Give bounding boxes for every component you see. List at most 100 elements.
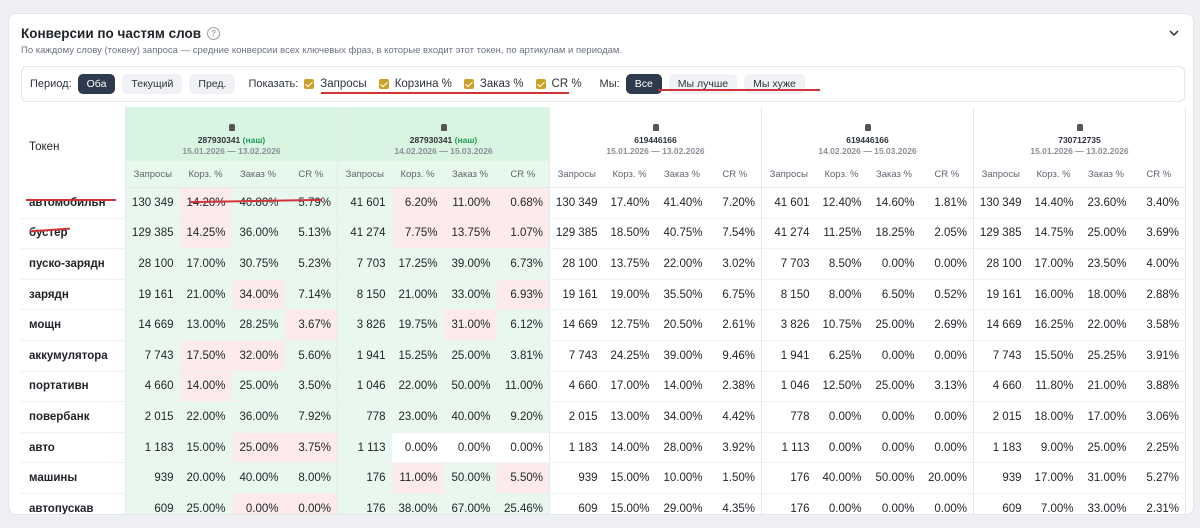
period-prev-button[interactable]: Пред.	[189, 74, 236, 94]
subcolumn-header[interactable]: Корз. %	[1027, 161, 1080, 188]
value-cell: 14.60%	[867, 187, 921, 219]
period-label: Период:	[30, 78, 72, 90]
token-header[interactable]: Токен	[21, 107, 126, 188]
value-cell: 4 660	[549, 371, 604, 403]
subcolumn-header[interactable]: Корз. %	[815, 161, 868, 188]
value-cell: 34.00%	[231, 279, 285, 311]
table-row[interactable]: машины 939 20.00% 40.00% 8.00% 176 11.00% 50.00…	[21, 462, 1186, 494]
value-cell: 7.92%	[284, 401, 338, 433]
value-cell: 13.75%	[603, 248, 656, 280]
subcolumn-header[interactable]: Запросы	[125, 161, 180, 188]
value-cell: 5.13%	[284, 218, 338, 250]
value-cell: 33.00%	[1079, 493, 1133, 514]
value-cell: 3.75%	[284, 432, 338, 464]
value-cell: 12.50%	[815, 371, 868, 403]
table-row[interactable]: мощн 14 669 13.00% 28.25% 3.67% 3 826 19.75% 31…	[21, 309, 1186, 341]
value-cell: 0.00%	[867, 248, 921, 280]
table-row[interactable]: авто 1 183 15.00% 25.00% 3.75% 1 113 0.00% 0.00…	[21, 432, 1186, 464]
show-cart-checkbox[interactable]: Корзина %	[378, 78, 452, 90]
value-cell: 2.69%	[920, 309, 974, 341]
subcolumn-header[interactable]: Запросы	[761, 161, 816, 188]
subcolumn-header[interactable]: Запросы	[337, 161, 392, 188]
value-cell: 28.00%	[655, 432, 709, 464]
value-cell: 3.81%	[496, 340, 550, 372]
subcolumn-header[interactable]: Корз. %	[179, 161, 232, 188]
value-cell: 0.00%	[867, 401, 921, 433]
subcolumn-header[interactable]: Заказ %	[231, 161, 285, 188]
we-better-button[interactable]: Мы лучше	[668, 74, 738, 94]
subcolumn-header[interactable]: CR %	[496, 161, 550, 188]
article-id: 730712735	[1058, 135, 1101, 145]
token-cell: машины	[21, 462, 126, 494]
value-cell: 3 826	[337, 309, 392, 341]
value-cell: 0.00%	[867, 340, 921, 372]
value-cell: 50.00%	[867, 462, 921, 494]
table-row[interactable]: пуско-зарядн 28 100 17.00% 30.75% 5.23% 7 703…	[21, 248, 1186, 280]
value-cell: 17.50%	[179, 340, 232, 372]
chevron-down-icon[interactable]	[1167, 26, 1181, 40]
help-icon[interactable]: ?	[207, 27, 221, 40]
product-group-header[interactable]: 730712735 15.01.2026 — 13.02.2026	[973, 107, 1186, 161]
period-both-button[interactable]: Оба	[77, 74, 116, 94]
table-row[interactable]: аккумулятора 7 743 17.50% 32.00% 5.60% 1 941 1…	[21, 340, 1186, 372]
value-cell: 7 703	[761, 248, 816, 280]
value-cell: 14 669	[973, 309, 1028, 341]
value-cell: 4 660	[125, 371, 180, 403]
ours-badge: (наш)	[242, 135, 266, 145]
table-row[interactable]: повербанк 2 015 22.00% 36.00% 7.92% 778 23.00%…	[21, 401, 1186, 433]
token-cell: авто	[21, 432, 126, 464]
we-worse-button[interactable]: Мы хуже	[744, 74, 805, 94]
subcolumn-header[interactable]: Заказ %	[867, 161, 921, 188]
product-group-header[interactable]: 619446166 14.02.2026 — 15.03.2026	[761, 107, 974, 161]
value-cell: 18.25%	[867, 218, 921, 250]
product-thumbnail-icon	[228, 124, 235, 131]
subcolumn-header[interactable]: Заказ %	[443, 161, 497, 188]
show-cr-checkbox[interactable]: CR %	[535, 78, 582, 90]
table-row[interactable]: зарядн 19 161 21.00% 34.00% 7.14% 8 150 21.00%…	[21, 279, 1186, 311]
product-group-header[interactable]: 287930341 (наш) 14.02.2026 — 15.03.2026	[337, 107, 550, 161]
value-cell: 17.00%	[179, 248, 232, 280]
value-cell: 0.00%	[231, 493, 285, 514]
value-cell: 0.00%	[284, 493, 338, 514]
value-cell: 9.20%	[496, 401, 550, 433]
subcolumn-header[interactable]: Корз. %	[603, 161, 656, 188]
value-cell: 1 046	[337, 371, 392, 403]
value-cell: 6.73%	[496, 248, 550, 280]
value-cell: 35.50%	[655, 279, 709, 311]
value-cell: 4 660	[973, 371, 1028, 403]
value-cell: 41 601	[761, 187, 816, 219]
table-row[interactable]: автомобильн 130 349 14.20% 40.80% 5.79% 41 60…	[21, 187, 1186, 219]
article-id: 287930341	[197, 135, 241, 145]
period-current-button[interactable]: Текущий	[122, 74, 183, 94]
value-cell: 176	[761, 493, 816, 514]
value-cell: 0.00%	[920, 432, 974, 464]
subcolumn-header[interactable]: Заказ %	[655, 161, 709, 188]
show-order-checkbox[interactable]: Заказ %	[463, 78, 524, 90]
value-cell: 39.00%	[443, 248, 497, 280]
table-row[interactable]: портативн 4 660 14.00% 25.00% 3.50% 1 046 22.0…	[21, 371, 1186, 403]
show-queries-checkbox[interactable]: Запросы	[304, 78, 367, 90]
subcolumn-header[interactable]: CR %	[920, 161, 974, 188]
subcolumn-header[interactable]: Запросы	[549, 161, 604, 188]
value-cell: 15.00%	[179, 432, 232, 464]
subcolumn-header[interactable]: Корз. %	[391, 161, 444, 188]
subcolumn-header[interactable]: CR %	[1132, 161, 1186, 188]
value-cell: 28 100	[125, 248, 180, 280]
subcolumn-header[interactable]: CR %	[708, 161, 762, 188]
value-cell: 2.25%	[1132, 432, 1186, 464]
value-cell: 10.00%	[655, 462, 709, 494]
subcolumn-header[interactable]: Запросы	[973, 161, 1028, 188]
token-cell: портативн	[21, 371, 126, 403]
product-group-header[interactable]: 287930341 (наш) 15.01.2026 — 13.02.2026	[125, 107, 338, 161]
value-cell: 1.50%	[708, 462, 762, 494]
value-cell: 939	[549, 462, 604, 494]
subcolumn-header[interactable]: CR %	[284, 161, 338, 188]
table-row[interactable]: автопускав 609 25.00% 0.00% 0.00% 176 38.00% 67…	[21, 493, 1186, 514]
product-group-header[interactable]: 619446166 15.01.2026 — 13.02.2026	[549, 107, 762, 161]
value-cell: 0.00%	[867, 432, 921, 464]
value-cell: 17.40%	[603, 187, 656, 219]
table-row[interactable]: бустер 129 385 14.25% 36.00% 5.13% 41 274 7.75…	[21, 218, 1186, 250]
subcolumn-header[interactable]: Заказ %	[1079, 161, 1133, 188]
we-all-button[interactable]: Все	[625, 74, 662, 94]
value-cell: 40.00%	[815, 462, 868, 494]
